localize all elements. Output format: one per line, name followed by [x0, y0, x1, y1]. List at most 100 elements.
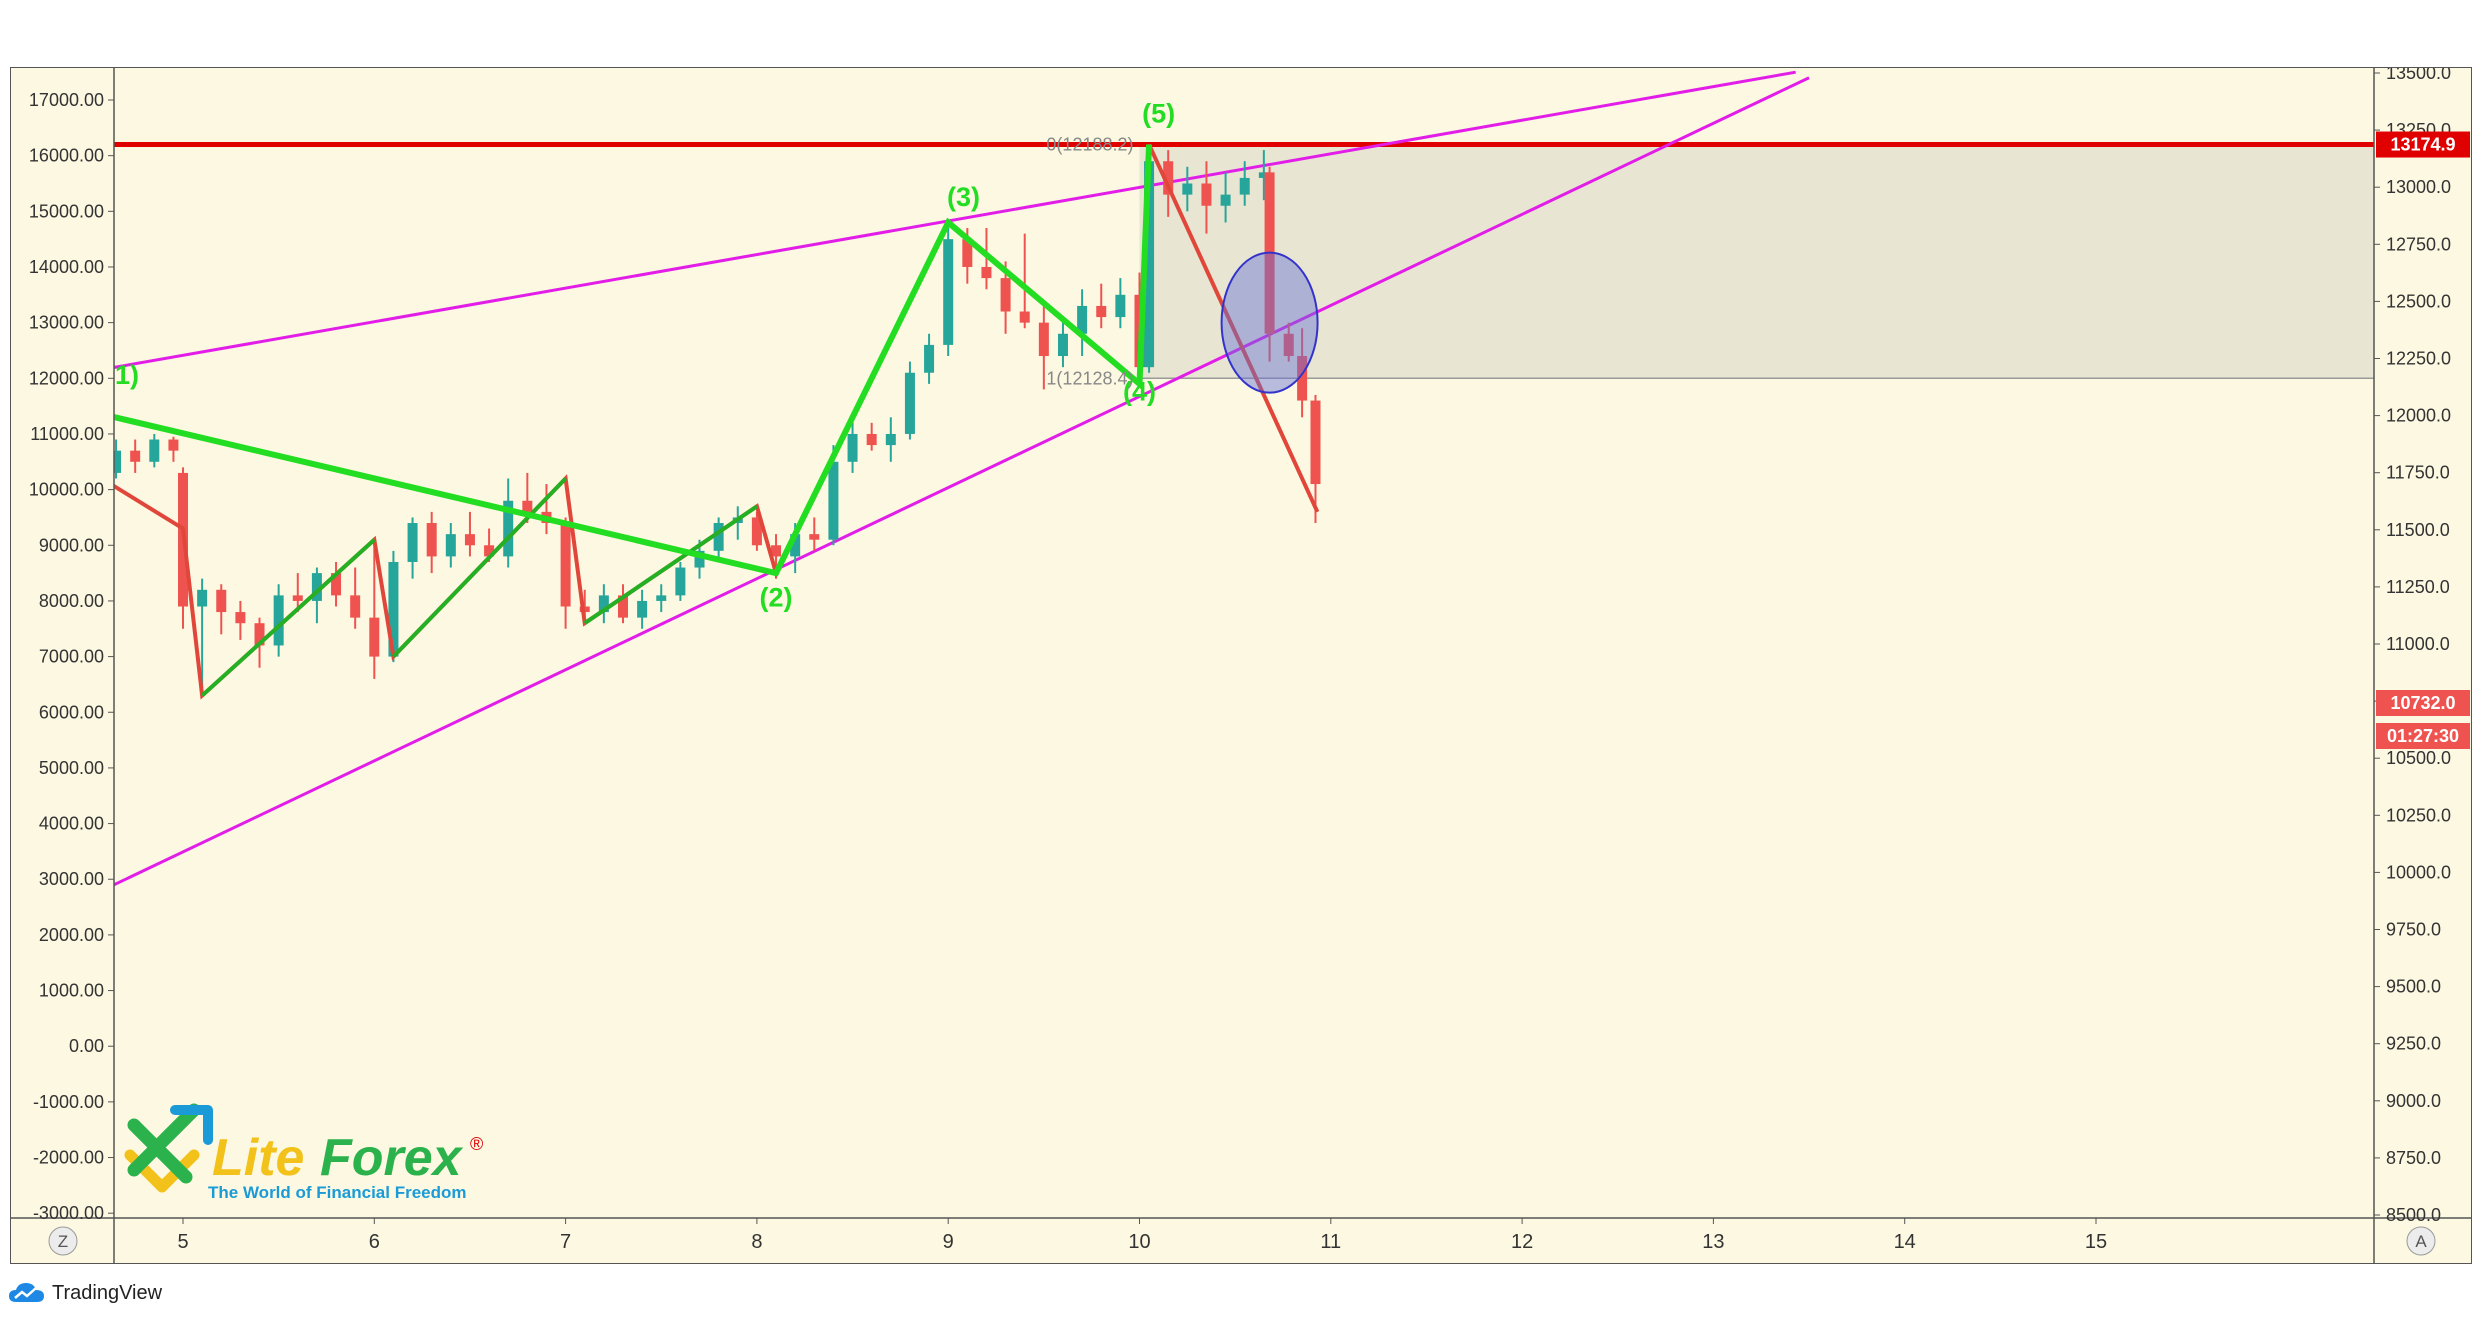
left-tick-label-19: -2000.00 [33, 1148, 104, 1168]
price-tag-last: 10732.0 [2376, 690, 2470, 716]
right-tick-label-14: 10000.0 [2386, 862, 2451, 882]
wave-label-2: (2) [760, 583, 793, 613]
candle-body [407, 523, 418, 562]
corner-button-left-label: Z [58, 1232, 68, 1251]
candle-57 [1096, 283, 1107, 329]
fib-label-1: 1(12128.4) [1046, 368, 1133, 388]
candle-7 [149, 433, 160, 468]
candle-14 [273, 584, 284, 657]
candle-28 [541, 484, 552, 535]
right-tick-label-18: 9000.0 [2386, 1091, 2441, 1111]
right-tick-label-15: 9750.0 [2386, 920, 2441, 940]
candle-body [273, 595, 284, 646]
candle-body [847, 433, 858, 462]
candle-6 [130, 439, 141, 473]
left-tick-label-7: 10000.00 [29, 480, 104, 500]
candle-body [904, 372, 915, 434]
right-tick-label-5: 12250.0 [2386, 349, 2451, 369]
green-subwave-1 [391, 477, 568, 658]
candle-24 [464, 511, 475, 557]
right-tick-label-6: 12000.0 [2386, 406, 2451, 426]
corner-button-left[interactable]: Z [48, 1226, 78, 1256]
left-tick-label-11: 6000.00 [39, 702, 104, 722]
left-tick-label-13: 4000.00 [39, 814, 104, 834]
candle-body [426, 523, 437, 557]
candle-32 [617, 584, 628, 624]
candle-0 [15, 417, 25, 467]
candle-48 [924, 333, 935, 384]
candle-33 [637, 589, 648, 629]
left-tick-label-9: 8000.00 [39, 591, 104, 611]
right-tick-label-8: 11500.0 [2386, 520, 2450, 540]
left-tick-label-6: 11000.00 [30, 424, 104, 444]
tradingview-footer[interactable]: TradingView [8, 1278, 162, 1308]
candle-body [235, 612, 246, 624]
candle-body [560, 523, 571, 607]
candle-23 [445, 523, 456, 568]
x-tick-label-1: 6 [369, 1231, 380, 1253]
candle-16 [311, 567, 322, 624]
chart-canvas[interactable]: (2) (3) (4) (5) (1) 0(12188.2) 1(12128.4) 17000… [11, 68, 2471, 1263]
right-tick-label-16: 9500.0 [2386, 977, 2441, 997]
candle-19 [369, 539, 380, 679]
candle-63 [1201, 161, 1212, 234]
candle-49 [943, 222, 954, 357]
candle-34 [656, 584, 667, 613]
candle-29 [560, 517, 571, 629]
left-tick-label-12: 5000.00 [39, 758, 104, 778]
candle-body [943, 239, 954, 345]
candle-body [311, 573, 322, 601]
candle-70 [1310, 394, 1321, 524]
candle-17 [331, 561, 342, 607]
elliott-wave-line [114, 144, 1153, 577]
candle-body [790, 534, 801, 557]
candle-body [675, 567, 686, 596]
candle-31 [598, 584, 609, 624]
candle-body [130, 450, 141, 462]
candle-body [694, 550, 705, 568]
right-tick-label-7: 11750.0 [2386, 463, 2450, 483]
green-subwave-2 [583, 504, 759, 625]
left-tick-label-15: 2000.00 [39, 925, 104, 945]
candle-body [1239, 177, 1250, 195]
price-tag-level: 13174.9 [2376, 131, 2470, 158]
wedge-lower-line [114, 76, 1810, 887]
wave-label-3: (3) [947, 182, 980, 212]
candle-8 [168, 436, 179, 462]
tradingview-cloud-icon [9, 1283, 44, 1302]
left-tick-label-14: 3000.00 [39, 869, 104, 889]
left-tick-label-5: 12000.00 [29, 368, 104, 388]
right-tick-label-20: 8500.0 [2386, 1205, 2441, 1225]
price-tag-level-text: 13174.9 [2390, 135, 2455, 155]
candle-body [809, 534, 820, 540]
corner-button-right-label: A [2415, 1232, 2427, 1251]
fib-label-0: 0(12188.2) [1046, 135, 1133, 155]
liteforex-logo: Lite Forex ® The World of Financial Free… [124, 1103, 483, 1202]
candle-body [1057, 333, 1068, 357]
candle-body [15, 428, 25, 456]
candle-64 [1220, 172, 1231, 223]
candle-body [1283, 333, 1294, 357]
candle-body [1144, 161, 1155, 368]
candle-47 [904, 361, 915, 440]
candle-body [598, 595, 609, 613]
registered-mark: ® [470, 1134, 483, 1154]
candle-65 [1239, 161, 1250, 206]
candle-body [751, 517, 762, 546]
right-tick-label-0: 13500.0 [2386, 68, 2451, 83]
x-tick-label-8: 13 [1702, 1231, 1724, 1253]
tradingview-brand: TradingView [52, 1281, 163, 1304]
candle-body [828, 461, 839, 540]
candle-5 [114, 439, 122, 479]
price-tag-last-text: 10732.0 [2390, 693, 2455, 713]
candle-body [924, 344, 935, 373]
logo-name-lite: Lite [212, 1129, 304, 1187]
x-tick-label-5: 10 [1128, 1231, 1150, 1253]
corner-button-right[interactable]: A [2406, 1226, 2436, 1256]
candle-body [1115, 294, 1126, 318]
candle-body [149, 439, 160, 462]
left-tick-label-0: 17000.00 [29, 90, 104, 110]
candle-body [292, 595, 303, 601]
x-tick-label-6: 11 [1320, 1231, 1341, 1253]
x-tick-label-2: 7 [560, 1231, 571, 1253]
